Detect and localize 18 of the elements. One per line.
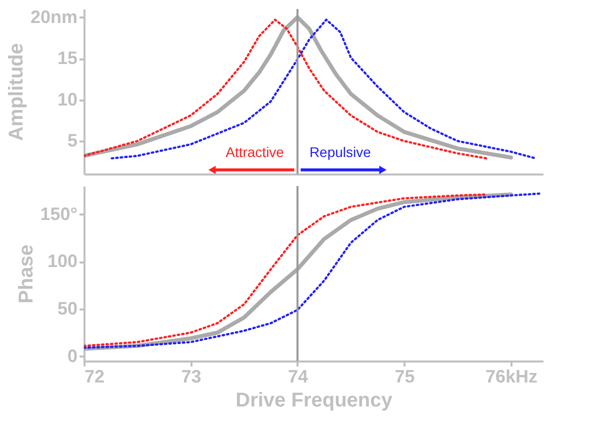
- y-tick-label: 5: [67, 130, 78, 150]
- x-tick-label: 76kHz: [485, 366, 538, 386]
- y-tick-label: 150°: [40, 204, 78, 224]
- y-tick-label: 20nm: [30, 6, 78, 27]
- y-tick-label: 10: [57, 89, 78, 110]
- y-tick-label: 0: [67, 346, 78, 366]
- x-tick-label: 73: [181, 366, 202, 386]
- x-tick-label: 74: [288, 366, 308, 386]
- x-tick-label: 72: [84, 366, 105, 386]
- y-tick-label: 15: [57, 48, 78, 68]
- annotation: Repulsive: [309, 144, 372, 160]
- x-tick-label: 75: [394, 366, 415, 386]
- annotation: Attractive: [226, 144, 284, 160]
- y-axis-title: Phase: [15, 244, 38, 304]
- y-tick-label: 50: [57, 298, 78, 318]
- y-tick-label: 100: [47, 251, 78, 272]
- y-axis-title: Amplitude: [5, 43, 28, 141]
- x-axis-title: Drive Frequency: [236, 390, 394, 412]
